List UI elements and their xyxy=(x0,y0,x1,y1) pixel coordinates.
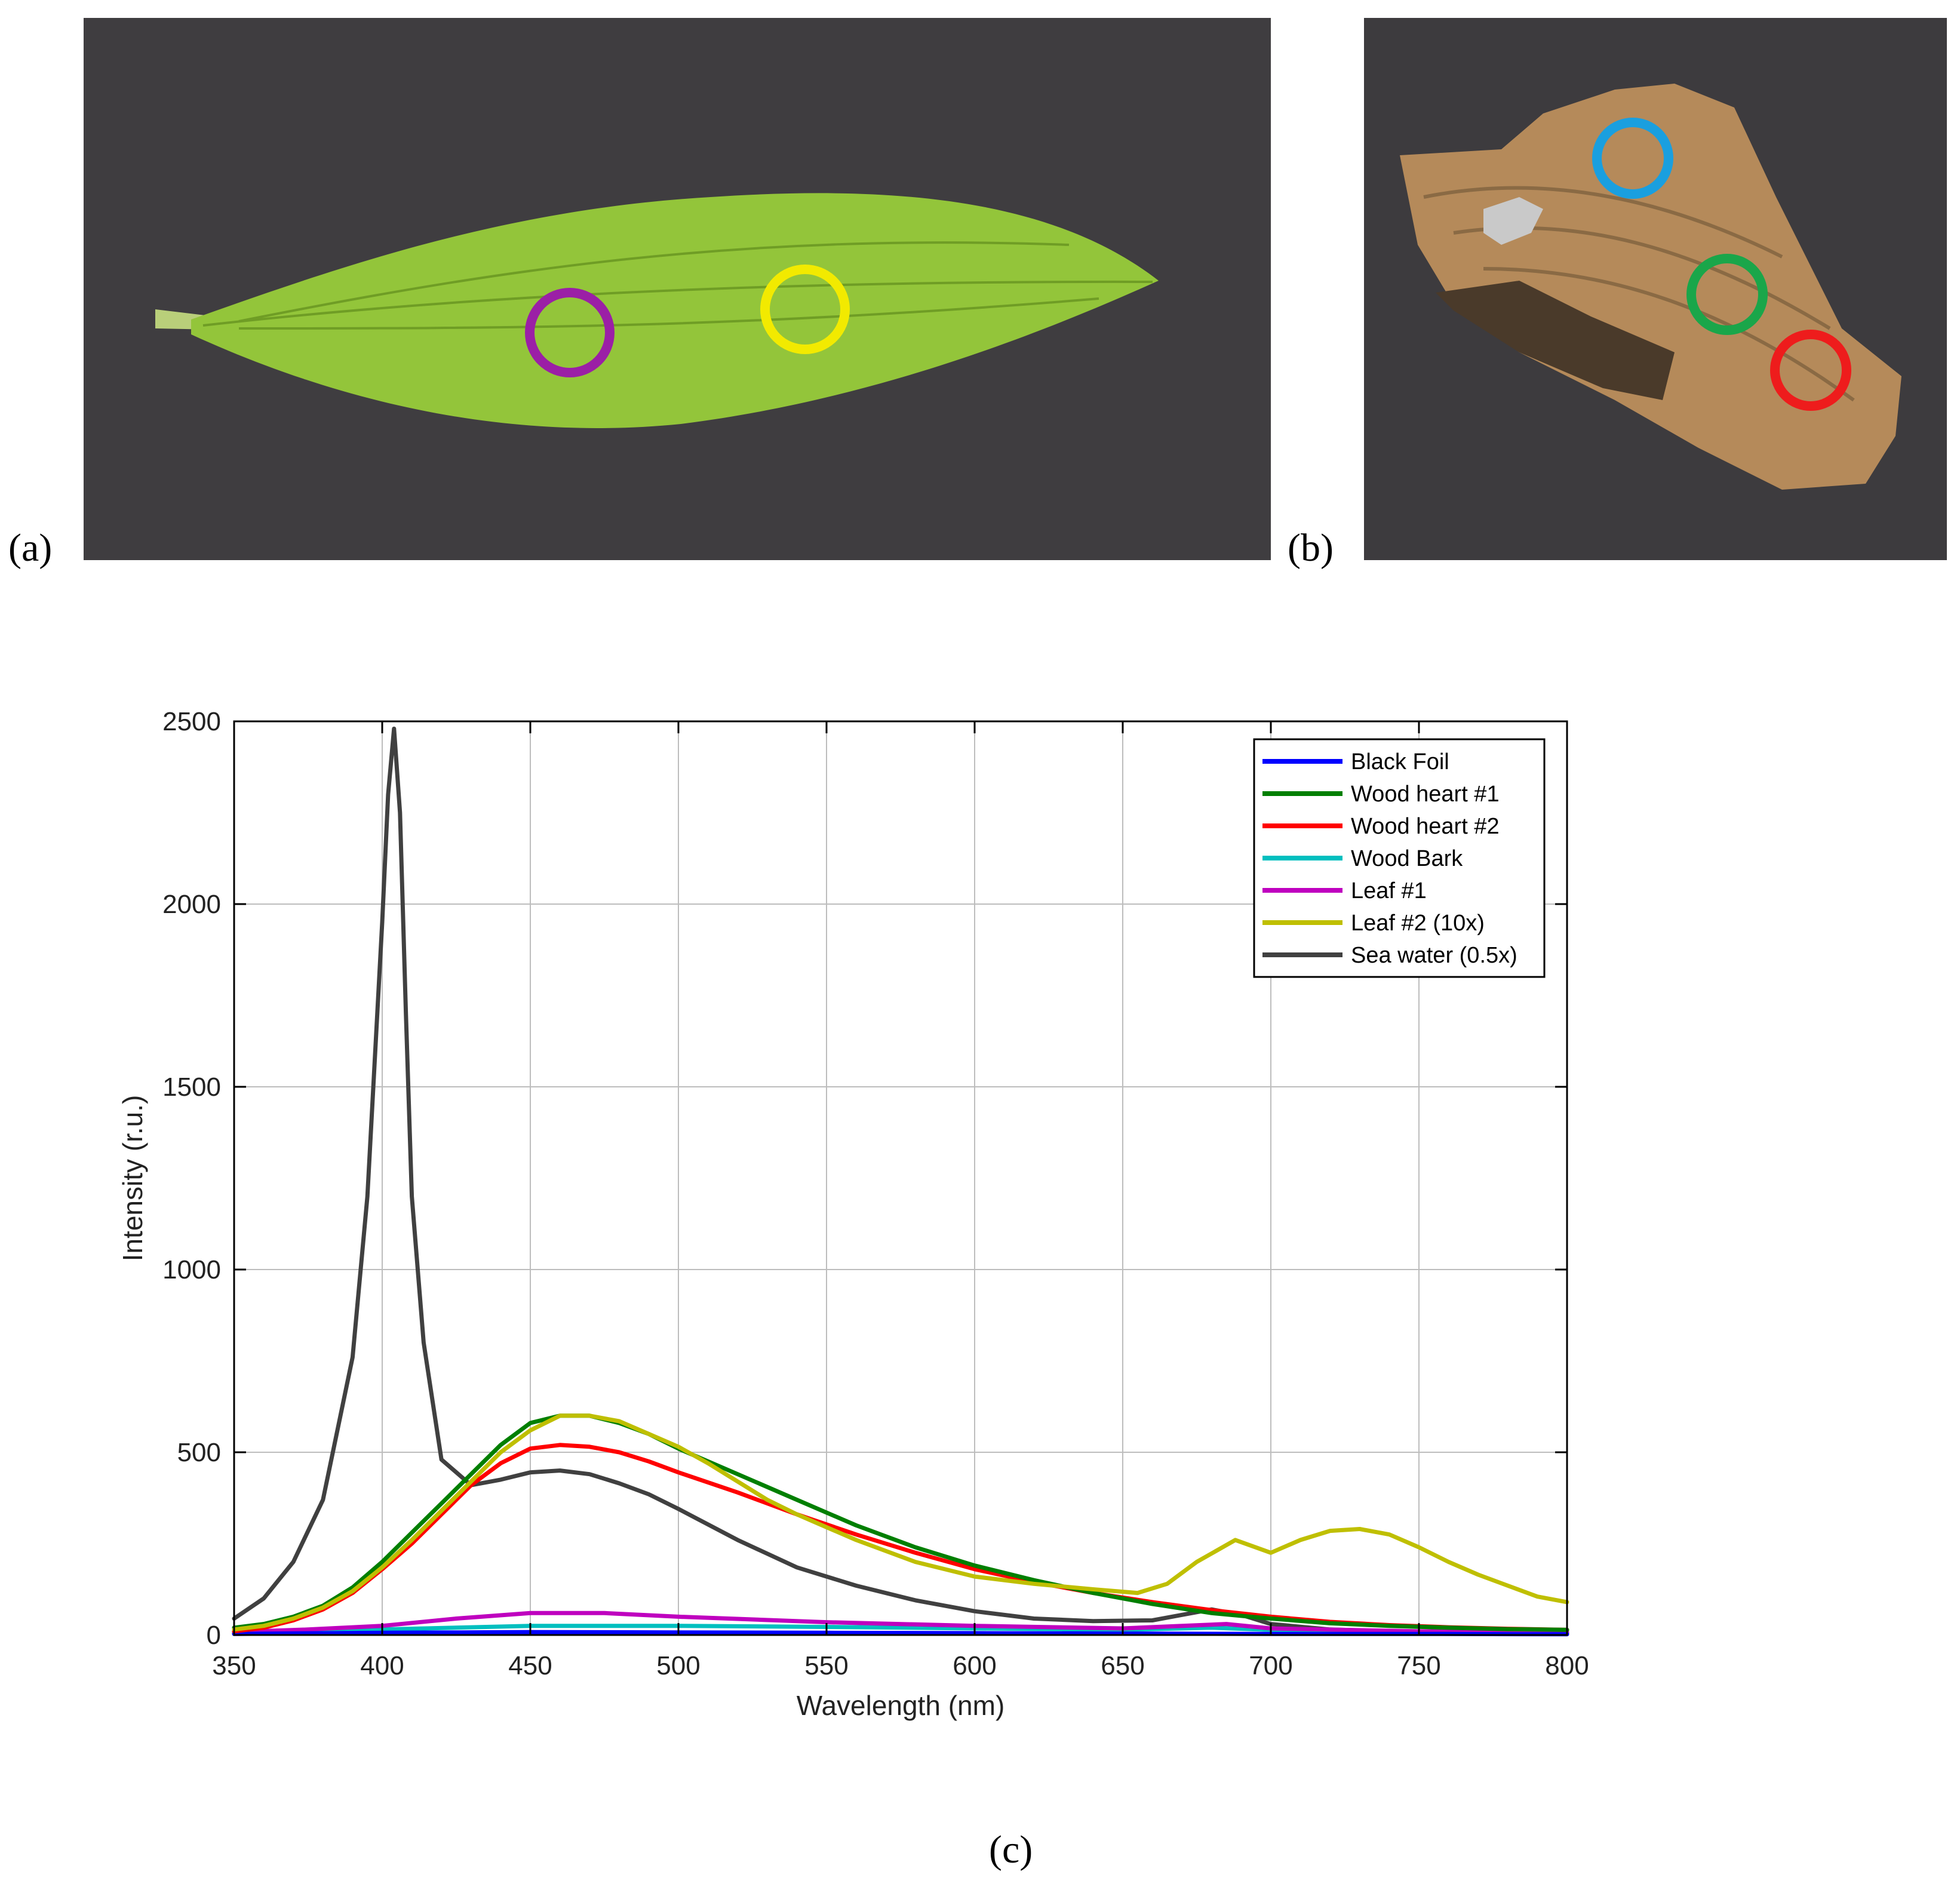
wood-photo-svg xyxy=(1364,18,1947,560)
series-line-sea-water-0-5x xyxy=(232,726,1569,1636)
y-tick-label: 1000 xyxy=(162,1255,221,1284)
grid-layer xyxy=(234,721,1567,1635)
series-line-leaf-1 xyxy=(232,1611,1569,1634)
wood-heart-1-marker xyxy=(1686,254,1768,335)
leaf-veins xyxy=(202,241,1153,330)
leaf-2-marker xyxy=(760,265,850,354)
legend: Black Foil Wood heart #1 Wood heart #2 Wood… xyxy=(1253,738,1546,978)
x-tick-label: 600 xyxy=(953,1651,996,1680)
legend-entry-label: Wood Bark xyxy=(1351,846,1463,871)
series-line-leaf-2-10x xyxy=(232,1413,1569,1632)
lichen-patch xyxy=(1483,197,1543,245)
legend-entry-label: Wood heart #1 xyxy=(1351,782,1500,807)
x-tick-label: 350 xyxy=(212,1651,256,1680)
y-tick-label: 500 xyxy=(177,1438,221,1467)
x-tick-label: 500 xyxy=(656,1651,700,1680)
legend-box xyxy=(1253,738,1546,978)
y-tick-label: 2000 xyxy=(162,890,221,919)
x-tick-label: 750 xyxy=(1397,1651,1440,1680)
y-tick-label: 2500 xyxy=(162,707,221,736)
series-line-wood-heart-2 xyxy=(232,1443,1569,1634)
x-axis-label: Wavelength (nm) xyxy=(797,1690,1005,1721)
plot-frame xyxy=(233,720,1568,1636)
x-tick-label: 650 xyxy=(1101,1651,1144,1680)
y-axis-label: Intensity (r.u.) xyxy=(117,1095,148,1262)
series-line-black-foil xyxy=(232,1630,1569,1637)
wood-bark-dark xyxy=(1436,281,1675,400)
panel-label-a: (a) xyxy=(8,526,53,570)
x-tick-label: 700 xyxy=(1249,1651,1292,1680)
ticks-layer: 350 400 450 500 550 600 650 700 750 800 0 500 1000 15… xyxy=(162,707,1589,1680)
x-tick-label: 400 xyxy=(360,1651,404,1680)
legend-entry-label: Leaf #2 (10x) xyxy=(1351,911,1485,936)
y-tick-label: 0 xyxy=(207,1621,221,1650)
legend-entry-label: Leaf #1 xyxy=(1351,878,1427,903)
legend-entry-label: Wood heart #2 xyxy=(1351,814,1500,839)
x-tick-label: 450 xyxy=(508,1651,552,1680)
panel-label-b: (b) xyxy=(1288,526,1334,570)
leaf-1-marker xyxy=(525,288,615,377)
y-tick-label: 1500 xyxy=(162,1072,221,1102)
legend-entry-label: Black Foil xyxy=(1351,749,1449,775)
leaf-photo-svg xyxy=(84,18,1271,560)
legend-entry-label: Sea water (0.5x) xyxy=(1351,943,1517,968)
leaf-blade xyxy=(191,193,1159,428)
wood-bark-marker xyxy=(1592,118,1673,199)
x-tick-label: 800 xyxy=(1545,1651,1589,1680)
wood-heart-2-marker xyxy=(1770,330,1851,411)
x-tick-label: 550 xyxy=(804,1651,848,1680)
wood-photo xyxy=(1364,18,1947,560)
leaf-photo xyxy=(84,18,1271,560)
panel-label-c: (c) xyxy=(989,1828,1033,1871)
